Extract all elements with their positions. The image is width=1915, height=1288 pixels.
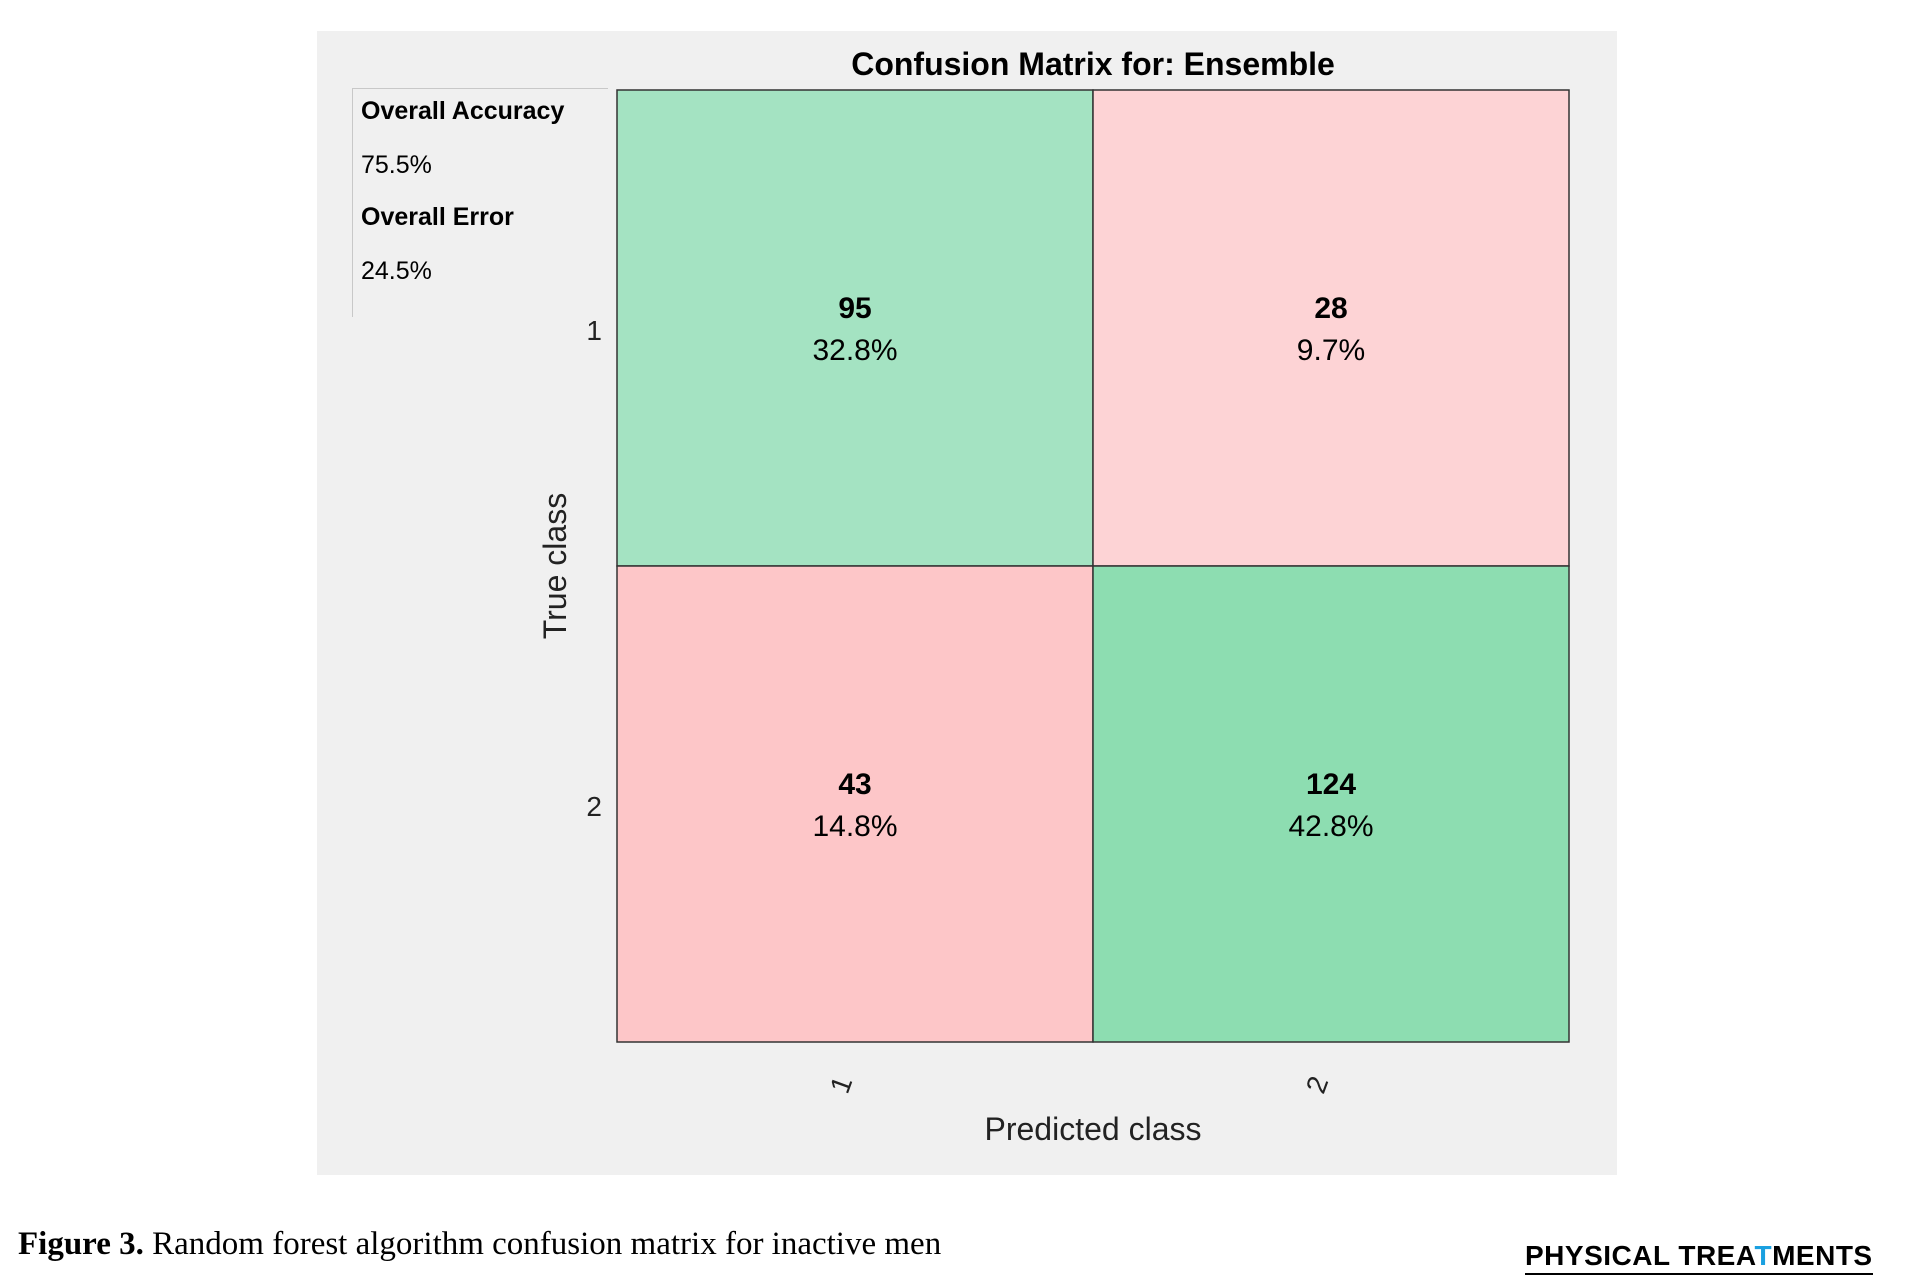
overall-error-value: 24.5% <box>361 257 432 285</box>
logo-mark: T <box>1754 1240 1773 1271</box>
journal-logo: PHYSICAL TREATMENTS <box>1525 1240 1873 1275</box>
cell-percent-2-2: 42.8% <box>1288 810 1373 843</box>
cell-percent-1-2: 9.7% <box>1297 334 1365 367</box>
x-axis-label: Predicted class <box>985 1111 1202 1147</box>
logo-text-part2: MENTS <box>1772 1240 1873 1271</box>
overall-accuracy-label: Overall Accuracy <box>361 97 565 125</box>
cell-percent-2-1: 14.8% <box>812 810 897 843</box>
chart-title: Confusion Matrix for: Ensemble <box>851 46 1335 82</box>
cell-count-1-2: 28 <box>1314 292 1347 325</box>
y-tick-label-2: 2 <box>586 791 602 822</box>
matrix-cells: 95 32.8% 28 9.7% 43 14.8% 124 42.8% <box>616 89 1570 1043</box>
cell-count-2-2: 124 <box>1306 768 1356 801</box>
matrix-cell-2-1 <box>616 565 1094 1043</box>
matrix-cell-2-2 <box>1092 565 1570 1043</box>
cell-count-1-1: 95 <box>838 292 871 325</box>
caption-label: Figure 3. <box>18 1226 144 1262</box>
x-tick-label-2: 2 <box>1300 1072 1334 1097</box>
x-tick-label-1: 1 <box>824 1072 858 1097</box>
y-tick-label-1: 1 <box>586 315 602 346</box>
y-axis-label: True class <box>537 493 573 639</box>
overall-error-label: Overall Error <box>361 203 514 231</box>
matrix-cell-1-1 <box>616 89 1094 567</box>
cell-count-2-1: 43 <box>838 768 871 801</box>
matrix-cell-1-2 <box>1092 89 1570 567</box>
figure-caption: Figure 3. Random forest algorithm confus… <box>18 1226 941 1263</box>
caption-text: Random forest algorithm confusion matrix… <box>143 1226 942 1262</box>
overall-accuracy-value: 75.5% <box>361 151 432 179</box>
logo-text-part1: PHYSICAL TREA <box>1525 1240 1755 1271</box>
cell-percent-1-1: 32.8% <box>812 334 897 367</box>
summary-stats-panel: Overall Accuracy 75.5% Overall Error 24.… <box>352 88 608 317</box>
